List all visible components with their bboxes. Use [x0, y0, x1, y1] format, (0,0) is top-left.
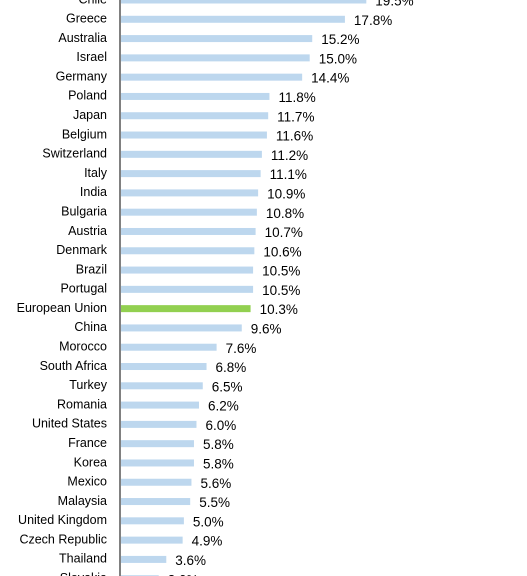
category-label: Mexico	[67, 475, 107, 489]
value-label: 5.6%	[200, 476, 231, 491]
category-label: India	[80, 185, 107, 199]
bar	[121, 324, 242, 332]
bar	[121, 343, 217, 351]
value-label: 10.9%	[267, 186, 305, 201]
bar	[121, 170, 261, 178]
value-label: 9.6%	[251, 321, 282, 336]
bar	[121, 208, 257, 216]
value-label: 10.5%	[262, 283, 300, 298]
value-label: 10.3%	[260, 302, 298, 317]
bar	[121, 459, 194, 467]
value-label: 4.9%	[192, 534, 223, 549]
value-label: 15.0%	[319, 51, 357, 66]
bar	[121, 73, 303, 81]
bar	[121, 150, 262, 158]
value-label: 10.7%	[265, 225, 303, 240]
category-label: European Union	[17, 301, 107, 315]
category-label: Thailand	[59, 552, 107, 566]
category-label: Denmark	[56, 243, 107, 257]
category-label: Belgium	[62, 127, 107, 141]
value-label: 14.4%	[311, 71, 349, 86]
bar	[121, 440, 194, 448]
bar	[121, 227, 256, 235]
category-label: Greece	[66, 12, 107, 26]
category-label: Czech Republic	[19, 532, 107, 546]
category-label: China	[74, 320, 107, 334]
bar	[121, 517, 184, 525]
category-label: Brazil	[76, 262, 107, 276]
category-label: South Africa	[40, 359, 107, 373]
bar	[121, 266, 254, 274]
category-label: Chile	[79, 0, 108, 6]
bar	[121, 35, 313, 43]
category-label: Korea	[74, 455, 107, 469]
category-label: Germany	[56, 69, 108, 83]
bar	[121, 498, 191, 506]
value-label: 10.6%	[263, 244, 301, 259]
category-label: Austria	[68, 224, 107, 238]
bar	[121, 0, 367, 4]
bar	[121, 247, 255, 255]
value-label: 10.5%	[262, 264, 300, 279]
value-label: 19.5%	[375, 0, 413, 9]
value-label: 6.0%	[205, 418, 236, 433]
bar	[121, 285, 254, 293]
bar	[121, 54, 310, 62]
bar	[121, 305, 251, 313]
category-label: Poland	[68, 89, 107, 103]
category-label: United Kingdom	[18, 513, 107, 527]
value-label: 6.5%	[212, 379, 243, 394]
bar	[121, 401, 199, 409]
category-label: Turkey	[69, 378, 107, 392]
category-label: France	[68, 436, 107, 450]
value-label: 11.7%	[277, 109, 314, 124]
bar	[121, 478, 192, 486]
category-label: Japan	[73, 108, 107, 122]
bar	[121, 363, 207, 371]
bar	[121, 131, 267, 139]
value-label: 5.0%	[193, 514, 224, 529]
category-label: Bulgaria	[61, 204, 107, 218]
value-label: 3.0%	[168, 572, 199, 576]
value-label: 5.8%	[203, 457, 234, 472]
value-label: 11.1%	[270, 167, 307, 182]
value-label: 11.2%	[271, 148, 308, 163]
category-label: Australia	[58, 31, 107, 45]
value-label: 5.5%	[199, 495, 230, 510]
value-label: 7.6%	[226, 341, 257, 356]
category-label: Morocco	[59, 340, 107, 354]
category-label: Switzerland	[42, 147, 107, 161]
category-label: Israel	[76, 50, 107, 64]
bar	[121, 15, 345, 23]
value-label: 6.2%	[208, 399, 239, 414]
value-label: 17.8%	[354, 13, 392, 28]
bar	[121, 189, 259, 197]
category-label: Malaysia	[58, 494, 107, 508]
value-label: 6.8%	[216, 360, 247, 375]
category-label: United States	[32, 417, 107, 431]
category-label: Italy	[84, 166, 108, 180]
value-label: 11.6%	[276, 129, 313, 144]
bar	[121, 382, 203, 390]
bar	[121, 555, 167, 563]
category-label: Portugal	[60, 282, 107, 296]
bar	[121, 536, 183, 544]
value-label: 5.8%	[203, 437, 234, 452]
value-label: 11.8%	[278, 90, 315, 105]
value-label: 15.2%	[321, 32, 359, 47]
category-label: Slovakia	[60, 571, 107, 576]
value-label: 3.6%	[175, 553, 206, 568]
bar	[121, 92, 270, 100]
bar	[121, 112, 269, 120]
category-label: Romania	[57, 397, 107, 411]
value-label: 10.8%	[266, 206, 304, 221]
bar	[121, 420, 197, 428]
